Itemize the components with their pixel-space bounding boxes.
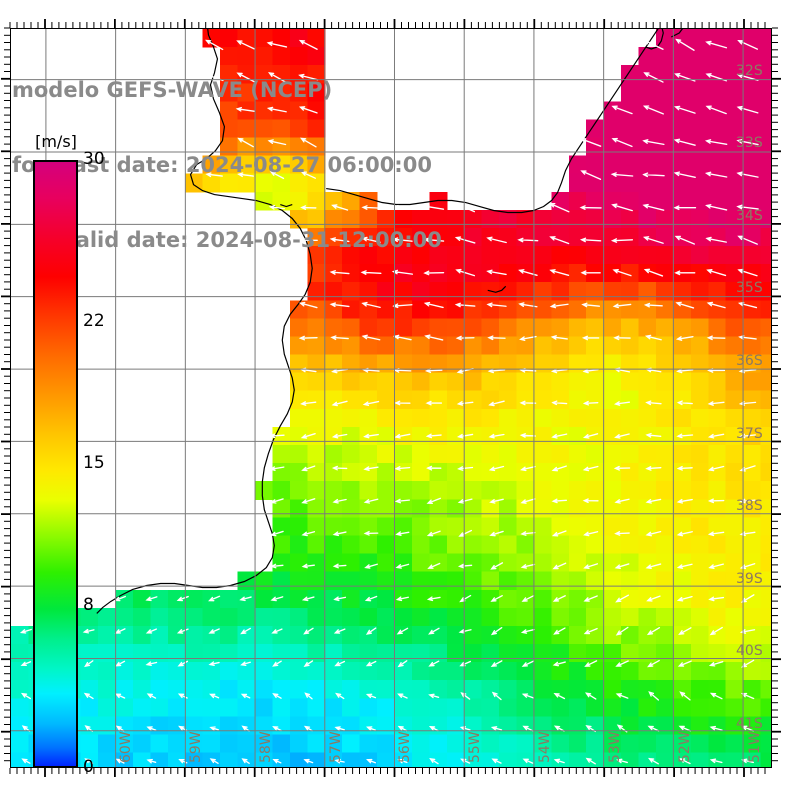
lon-label-52w: 52W [677, 731, 694, 763]
lon-label-58w: 58W [257, 731, 274, 763]
map-canvas [11, 29, 771, 767]
lon-label-60w: 60W [117, 731, 134, 763]
lon-label-57w: 57W [327, 731, 344, 763]
lat-label-34s: 34S [736, 207, 763, 224]
lat-label-37s: 37S [736, 425, 763, 442]
lon-label-53w: 53W [607, 731, 624, 763]
wind-direction-arrows [19, 38, 759, 765]
lon-label-51w: 51W [747, 731, 764, 763]
lat-label-35s: 35S [736, 280, 763, 297]
map-plot-area [10, 28, 772, 768]
lon-label-55w: 55W [467, 731, 484, 763]
wind-speed-field [11, 29, 771, 767]
lon-label-61w: 61W [47, 731, 64, 763]
lat-label-32s: 32S [736, 62, 763, 79]
lat-label-40s: 40S [736, 643, 763, 660]
lon-label-56w: 56W [397, 731, 414, 763]
lon-label-54w: 54W [537, 731, 554, 763]
lat-label-38s: 38S [736, 498, 763, 515]
lat-label-39s: 39S [736, 570, 763, 587]
lon-label-59w: 59W [187, 731, 204, 763]
map-gridlines [11, 29, 771, 767]
lat-label-41s: 41S [736, 715, 763, 732]
lat-label-33s: 33S [736, 135, 763, 152]
lat-label-36s: 36S [736, 352, 763, 369]
